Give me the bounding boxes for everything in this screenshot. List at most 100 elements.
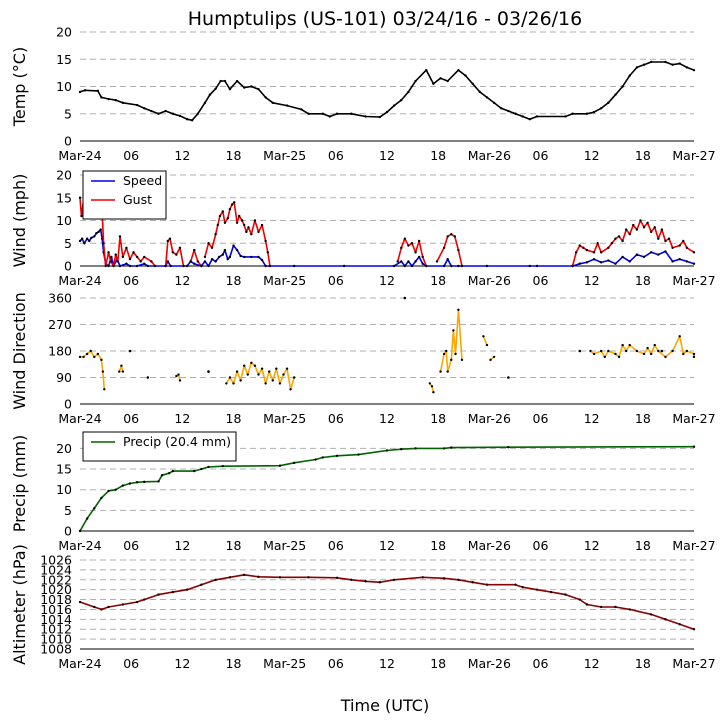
data-point	[185, 264, 189, 268]
data-point	[685, 260, 689, 263]
y-tick-label: 10	[56, 79, 72, 94]
data-point	[599, 261, 603, 264]
data-point	[642, 352, 646, 356]
x-tick-label: Mar-27	[672, 656, 715, 671]
data-point	[571, 264, 574, 268]
x-tick-label: Mar-26	[468, 273, 511, 288]
data-point	[238, 214, 241, 218]
data-point	[335, 576, 339, 579]
data-point	[107, 489, 110, 493]
data-point	[646, 221, 649, 224]
data-point	[232, 382, 235, 385]
data-point	[485, 583, 489, 586]
data-point	[247, 226, 250, 229]
y-axis-label: Altimeter (hPa)	[10, 544, 29, 665]
x-tick-label: 12	[584, 273, 600, 288]
data-point	[107, 605, 110, 609]
x-tick-label: Mar-24	[58, 538, 101, 553]
data-point	[203, 255, 207, 259]
data-point	[628, 232, 631, 236]
x-tick-label: 12	[174, 538, 190, 553]
data-point	[260, 367, 264, 370]
data-point	[482, 335, 485, 338]
data-point	[116, 260, 120, 263]
data-point	[649, 251, 653, 254]
data-point	[521, 585, 524, 589]
data-point	[218, 214, 222, 218]
x-tick-label: 06	[328, 148, 344, 163]
y-tick-label: 1020	[40, 582, 72, 597]
data-point	[214, 87, 217, 90]
x-tick-label: 12	[174, 656, 190, 671]
data-point	[292, 461, 296, 465]
data-point	[110, 255, 113, 259]
data-point	[592, 251, 596, 254]
data-point	[114, 98, 117, 102]
data-point	[628, 74, 631, 77]
data-point	[200, 583, 203, 586]
x-tick-label: 06	[533, 411, 549, 426]
data-point	[228, 255, 232, 259]
x-tick-label: Mar-26	[468, 656, 511, 671]
data-point	[425, 264, 428, 268]
data-point	[335, 454, 339, 458]
data-point	[118, 264, 122, 268]
data-point	[107, 97, 110, 101]
data-point	[239, 379, 242, 382]
data-point	[452, 329, 455, 332]
data-point	[614, 93, 617, 96]
data-point	[649, 230, 653, 234]
data-point	[216, 223, 219, 227]
data-point	[207, 465, 210, 469]
x-tick-label: 12	[379, 538, 395, 553]
x-tick-label: 18	[226, 148, 242, 163]
data-point	[150, 260, 153, 263]
y-tick-label: 0	[64, 134, 72, 149]
data-point	[649, 613, 653, 616]
x-tick-label: 06	[328, 656, 344, 671]
data-point	[446, 257, 449, 261]
data-point	[432, 82, 435, 85]
data-point	[457, 68, 460, 72]
data-point	[78, 239, 82, 243]
data-point	[219, 79, 222, 83]
x-tick-label: Mar-26	[468, 411, 511, 426]
data-point	[278, 382, 282, 385]
data-point	[535, 588, 539, 591]
panel-temp: 0 5 10 15 20 Mar-24 06 12 18 Mar-25 06 12 18 Mar-26 06…	[10, 25, 716, 164]
series-line-temp	[79, 61, 695, 122]
series-line-direction	[589, 335, 695, 358]
panel-wdir: 0 90 180 270 360 Mar-24 06 12 18 Mar-25 06 12 18 Mar-…	[10, 291, 716, 427]
data-point	[614, 605, 617, 609]
data-point	[514, 583, 517, 586]
data-point	[642, 63, 646, 66]
data-point	[607, 349, 610, 353]
data-point	[166, 239, 170, 243]
x-tick-label: 18	[226, 656, 242, 671]
data-point	[385, 449, 389, 452]
data-point	[535, 264, 539, 268]
data-point	[292, 376, 296, 379]
data-point	[657, 237, 660, 240]
data-point	[88, 239, 91, 243]
data-point	[221, 253, 224, 256]
data-point	[667, 237, 671, 240]
data-point	[564, 115, 567, 118]
data-point	[271, 101, 274, 105]
data-point	[439, 77, 442, 80]
data-point	[121, 255, 125, 259]
data-point	[417, 239, 421, 243]
data-point	[93, 355, 96, 359]
data-point	[507, 109, 510, 113]
data-point	[450, 358, 453, 362]
data-point	[121, 603, 125, 606]
data-point	[442, 264, 446, 268]
data-point	[485, 96, 489, 99]
data-point	[378, 115, 382, 119]
data-point	[678, 257, 681, 261]
x-tick-label: 06	[533, 656, 549, 671]
data-point	[335, 112, 339, 115]
data-point	[228, 207, 232, 211]
y-tick-label: 15	[56, 462, 72, 477]
data-point	[432, 391, 435, 394]
